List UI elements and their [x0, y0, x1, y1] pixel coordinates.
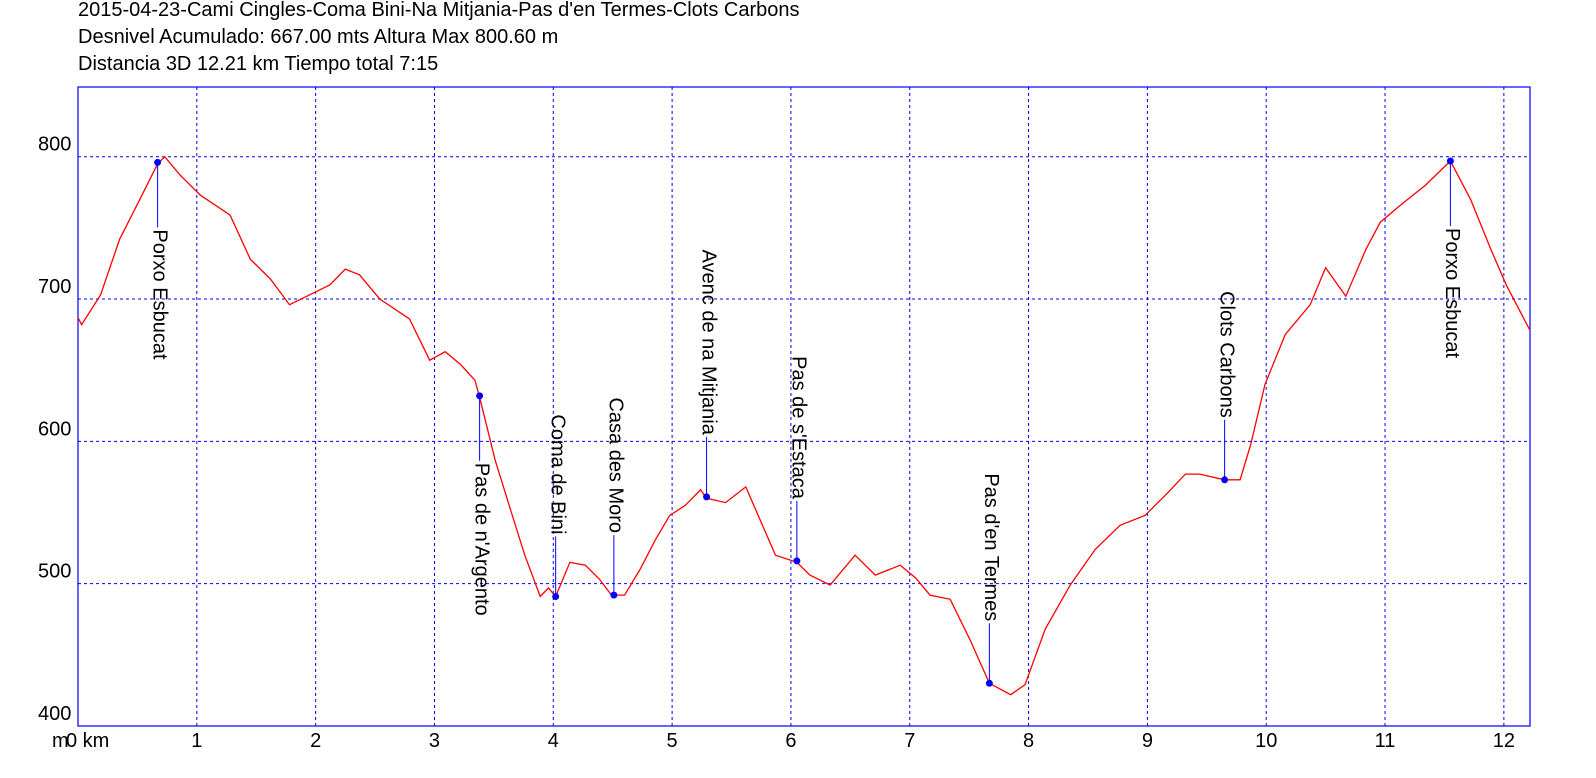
x-tick-label: 9: [1142, 730, 1153, 752]
waypoint-marker: [985, 679, 993, 687]
waypoint-marker: [610, 591, 618, 599]
waypoint-label: Porxo Esbucat: [148, 229, 170, 360]
x-tick-label: 1: [191, 730, 202, 752]
y-unit-label: m: [52, 730, 69, 752]
x-tick-label: 3: [429, 730, 440, 752]
y-tick-label: 600: [38, 418, 71, 440]
waypoint-label: Pas de s'Estaca: [788, 356, 810, 500]
y-tick-label: 400: [38, 703, 71, 725]
title-line: 2015-04-23-Cami Cingles-Coma Bini-Na Mit…: [78, 0, 800, 21]
y-tick-label: 500: [38, 561, 71, 583]
x-tick-label: 0 km: [66, 730, 109, 752]
x-tick-label: 8: [1023, 730, 1034, 752]
title-line: Distancia 3D 12.21 km Tiempo total 7:15: [78, 53, 438, 75]
waypoint-marker: [476, 392, 484, 400]
plot-frame: [77, 86, 1531, 727]
waypoint-label: Coma de Bini: [546, 414, 568, 534]
waypoint-marker: [1446, 157, 1454, 165]
waypoint-marker: [793, 557, 801, 565]
waypoint-label: Pas d'en Termes: [980, 473, 1002, 621]
waypoint-label: Pas de n'Argento: [470, 463, 492, 616]
waypoint-label: Avenc de na Mitjania: [697, 250, 719, 436]
waypoint-marker: [703, 493, 711, 501]
waypoint-label: Clots Carbons: [1215, 291, 1237, 418]
y-tick-label: 800: [38, 134, 71, 156]
x-tick-label: 5: [667, 730, 678, 752]
x-tick-label: 2: [310, 730, 321, 752]
x-tick-label: 6: [785, 730, 796, 752]
elevation-line: [77, 155, 1531, 696]
waypoint-marker: [552, 592, 560, 600]
waypoint-label: Casa des Moro: [605, 397, 627, 533]
waypoint-marker: [154, 158, 162, 166]
title-line: Desnivel Acumulado: 667.00 mts Altura Ma…: [78, 26, 558, 48]
x-tick-label: 12: [1493, 730, 1515, 752]
waypoint-label: Porxo Esbucat: [1441, 228, 1463, 359]
waypoint-marker: [1221, 476, 1229, 484]
x-tick-label: 11: [1375, 730, 1396, 752]
x-tick-label: 10: [1255, 730, 1277, 752]
y-tick-label: 700: [38, 276, 71, 298]
x-tick-label: 7: [904, 730, 915, 752]
x-tick-label: 4: [548, 730, 559, 752]
